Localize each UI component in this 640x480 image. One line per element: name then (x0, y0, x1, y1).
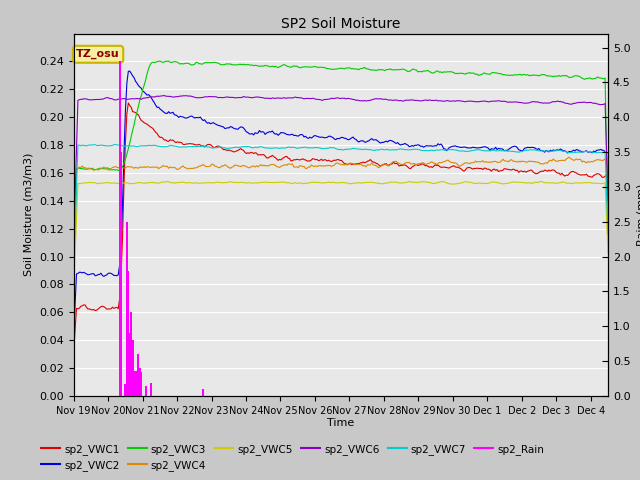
Bar (202, 389, 204, 396)
Bar (150, 383, 152, 396)
Bar (118, 61, 121, 396)
Legend: sp2_VWC1, sp2_VWC2, sp2_VWC3, sp2_VWC4, sp2_VWC5, sp2_VWC6, sp2_VWC7, sp2_Rain: sp2_VWC1, sp2_VWC2, sp2_VWC3, sp2_VWC4, … (37, 439, 548, 475)
Bar (140, 372, 142, 396)
Bar (138, 354, 140, 396)
Bar (134, 371, 136, 396)
Bar (124, 384, 127, 396)
Bar (130, 312, 132, 396)
Y-axis label: Soil Moisture (m3/m3): Soil Moisture (m3/m3) (24, 153, 33, 276)
Bar (139, 368, 141, 396)
Bar (132, 340, 134, 396)
Bar (133, 382, 135, 396)
Bar (127, 271, 129, 396)
Title: SP2 Soil Moisture: SP2 Soil Moisture (281, 17, 401, 31)
Bar (126, 222, 128, 396)
Bar (145, 385, 147, 396)
Text: TZ_osu: TZ_osu (76, 49, 120, 60)
X-axis label: Time: Time (327, 419, 355, 429)
Y-axis label: Raim (mm): Raim (mm) (636, 184, 640, 246)
Bar (129, 333, 131, 396)
Bar (120, 152, 122, 396)
